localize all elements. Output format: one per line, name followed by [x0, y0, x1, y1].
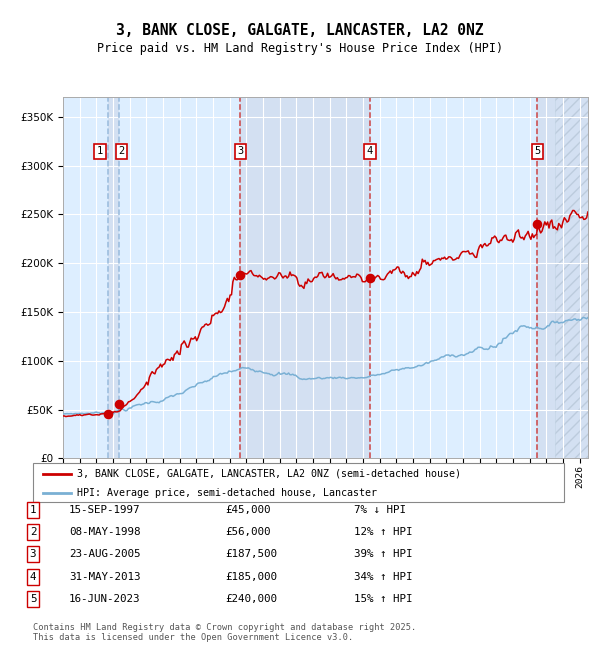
FancyBboxPatch shape — [33, 463, 564, 502]
Bar — [538, 98, 554, 458]
Point — [103, 410, 113, 420]
Text: 31-MAY-2013: 31-MAY-2013 — [69, 571, 140, 582]
Text: 2: 2 — [118, 146, 124, 156]
Text: 3: 3 — [30, 549, 36, 560]
Text: £56,000: £56,000 — [225, 527, 271, 538]
Text: £187,500: £187,500 — [225, 549, 277, 560]
Bar — [554, 98, 588, 458]
Text: £185,000: £185,000 — [225, 571, 277, 582]
Text: 15% ↑ HPI: 15% ↑ HPI — [354, 593, 413, 604]
Text: 39% ↑ HPI: 39% ↑ HPI — [354, 549, 413, 560]
Text: 3, BANK CLOSE, GALGATE, LANCASTER, LA2 0NZ: 3, BANK CLOSE, GALGATE, LANCASTER, LA2 0… — [116, 23, 484, 38]
Point — [365, 272, 375, 283]
Point — [114, 398, 124, 409]
Text: 3, BANK CLOSE, GALGATE, LANCASTER, LA2 0NZ (semi-detached house): 3, BANK CLOSE, GALGATE, LANCASTER, LA2 0… — [77, 469, 461, 478]
Text: 3: 3 — [237, 146, 244, 156]
Text: 4: 4 — [30, 571, 36, 582]
Bar — [370, 98, 538, 458]
Bar — [119, 98, 241, 458]
Text: £240,000: £240,000 — [225, 593, 277, 604]
Text: £45,000: £45,000 — [225, 505, 271, 515]
Point — [236, 270, 245, 281]
Text: 2: 2 — [30, 527, 36, 538]
Text: 15-SEP-1997: 15-SEP-1997 — [69, 505, 140, 515]
Bar — [63, 98, 108, 458]
Text: 5: 5 — [534, 146, 541, 156]
Text: 34% ↑ HPI: 34% ↑ HPI — [354, 571, 413, 582]
Text: 12% ↑ HPI: 12% ↑ HPI — [354, 527, 413, 538]
Text: HPI: Average price, semi-detached house, Lancaster: HPI: Average price, semi-detached house,… — [77, 488, 377, 498]
Bar — [241, 98, 370, 458]
Text: 1: 1 — [97, 146, 103, 156]
Text: 5: 5 — [30, 593, 36, 604]
Text: 7% ↓ HPI: 7% ↓ HPI — [354, 505, 406, 515]
Point — [533, 219, 542, 229]
Text: 16-JUN-2023: 16-JUN-2023 — [69, 593, 140, 604]
Text: Price paid vs. HM Land Registry's House Price Index (HPI): Price paid vs. HM Land Registry's House … — [97, 42, 503, 55]
Text: 08-MAY-1998: 08-MAY-1998 — [69, 527, 140, 538]
Text: 1: 1 — [30, 505, 36, 515]
Text: 23-AUG-2005: 23-AUG-2005 — [69, 549, 140, 560]
Bar — [108, 98, 119, 458]
Text: 4: 4 — [367, 146, 373, 156]
Text: Contains HM Land Registry data © Crown copyright and database right 2025.
This d: Contains HM Land Registry data © Crown c… — [33, 623, 416, 642]
